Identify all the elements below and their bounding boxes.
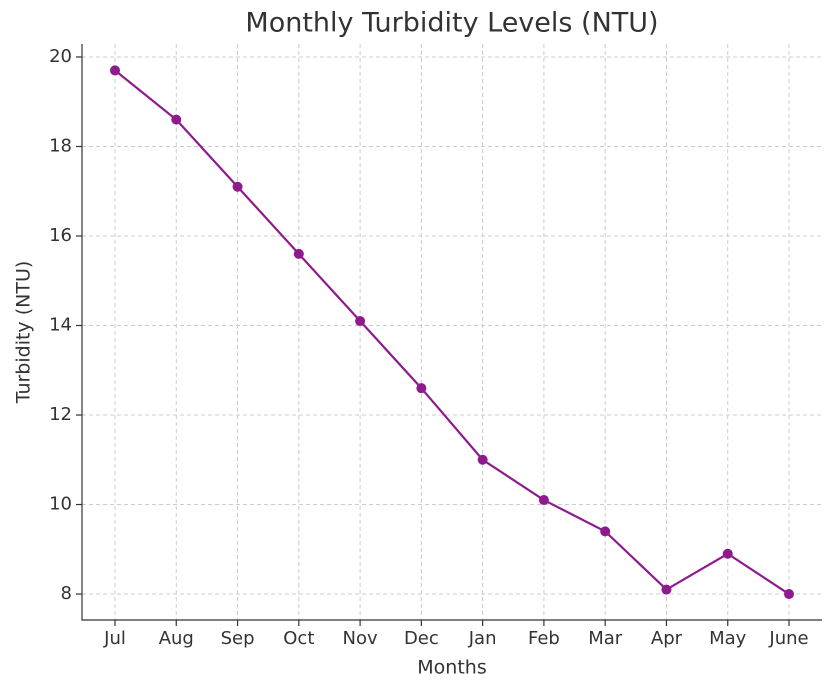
x-tick-label: Sep	[221, 628, 255, 649]
point	[171, 114, 182, 125]
x-tick-label: Apr	[651, 628, 683, 649]
x-tick-label: Feb	[528, 628, 560, 649]
point	[110, 65, 120, 76]
point	[600, 526, 611, 537]
point	[232, 181, 243, 192]
y-tick-label: 20	[49, 46, 72, 67]
point	[293, 248, 304, 259]
axis-frame	[81, 44, 822, 621]
point	[355, 316, 366, 327]
y-tick-label: 14	[49, 315, 72, 336]
y-axis-label: Turbidity (NTU)	[13, 261, 35, 405]
point	[416, 383, 427, 394]
point	[722, 548, 733, 559]
x-tick-label: Aug	[159, 628, 194, 649]
point	[784, 589, 794, 600]
line	[114, 69, 790, 595]
y-tick-label: 8	[61, 583, 72, 604]
point	[661, 584, 672, 595]
y-tick-label: 18	[49, 135, 72, 156]
x-tick-label: Nov	[343, 628, 378, 649]
x-tick-label: Jan	[468, 628, 497, 649]
point	[477, 454, 488, 465]
point	[538, 495, 549, 506]
chart-title: Monthly Turbidity Levels (NTU)	[245, 8, 658, 39]
x-tick-label: Dec	[404, 628, 439, 649]
x-tick-label: May	[709, 628, 747, 649]
y-tick-label: 12	[49, 404, 72, 425]
x-tick-label: Oct	[283, 628, 314, 649]
y-tick-label: 16	[49, 225, 72, 246]
y-tick-label: 10	[49, 494, 72, 515]
x-tick-label: June	[768, 628, 808, 649]
x-axis-label: Months	[417, 657, 486, 679]
x-tick-label: Jul	[103, 628, 126, 649]
x-tick-label: Mar	[588, 628, 623, 649]
